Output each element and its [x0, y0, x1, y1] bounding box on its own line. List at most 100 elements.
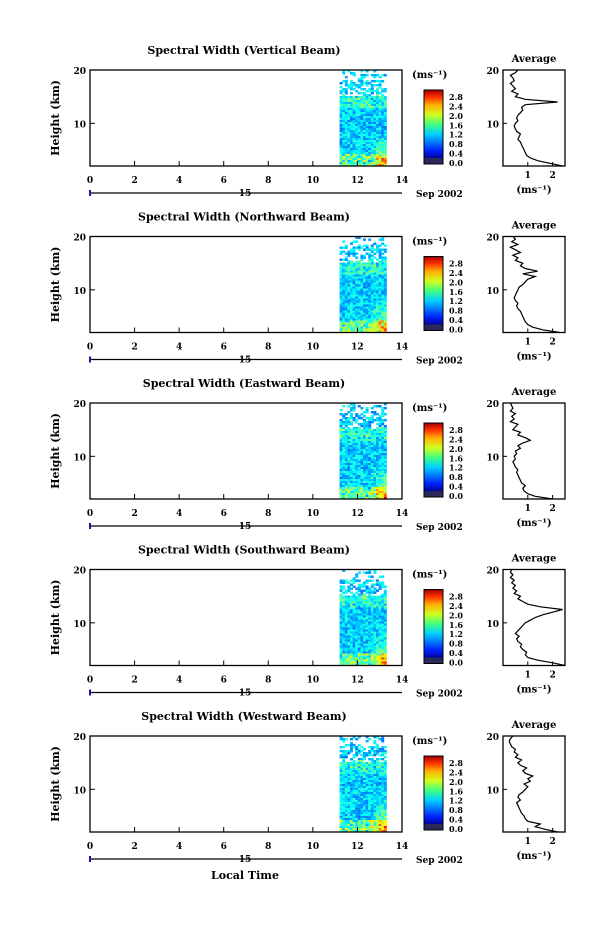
heatmap-cell [339, 102, 343, 105]
heatmap-cell [350, 272, 353, 275]
heatmap-cell [342, 250, 346, 253]
heatmap-cell [368, 738, 372, 741]
heatmap-cell [383, 130, 387, 133]
heatmap-cell [357, 120, 361, 123]
heatmap-cell [363, 156, 366, 159]
heatmap-cell [368, 790, 372, 793]
heatmap-cell [350, 322, 353, 325]
heatmap-cell [342, 294, 346, 297]
heatmap-cell [352, 481, 356, 484]
heatmap-cell [370, 264, 374, 267]
heatmap-cell [368, 485, 372, 488]
heatmap-cell [339, 585, 343, 588]
heatmap-cell [376, 463, 379, 466]
heatmap-cell [352, 324, 356, 327]
heatmap-cell [347, 138, 351, 141]
heatmap-cell [363, 475, 366, 478]
heatmap-cell [376, 661, 379, 664]
heatmap-cell [378, 639, 382, 642]
heatmap-cell [381, 461, 385, 464]
heatmap-cell [365, 740, 369, 743]
heatmap-cell [352, 633, 356, 636]
heatmap-cell [368, 629, 372, 632]
colorbar-frame [423, 589, 444, 664]
heatmap-cell [352, 322, 356, 325]
heatmap-cell [347, 142, 351, 145]
heatmap-cell [355, 601, 359, 604]
heatmap-cell [347, 477, 351, 480]
heatmap-cell [376, 322, 379, 325]
heatmap-cell [381, 419, 385, 422]
y-tick-label: 10 [73, 287, 86, 297]
heatmap-cell [339, 463, 343, 466]
heatmap-cell [357, 417, 361, 420]
heatmap-cell [357, 415, 361, 418]
heatmap-cell [363, 441, 366, 444]
heatmap-cell [373, 242, 377, 245]
heatmap-cell [370, 326, 374, 329]
heatmap-cell [365, 808, 369, 811]
heatmap-cell [373, 298, 377, 301]
heatmap-cell [350, 758, 353, 761]
heatmap-cell [344, 471, 348, 474]
heatmap-cell [352, 489, 356, 492]
heatmap-cell [360, 74, 364, 77]
heatmap-cell [383, 812, 387, 815]
heatmap-cell [383, 136, 387, 139]
heatmap-cell [350, 617, 353, 620]
heatmap-cell [347, 792, 351, 795]
heatmap-cell [373, 808, 377, 811]
x-tick-label: 8 [265, 509, 271, 519]
heatmap-cell [381, 449, 385, 452]
heatmap-cell [363, 483, 366, 486]
heatmap-cell [360, 453, 364, 456]
heatmap-cell [378, 653, 382, 656]
heatmap-cell [378, 300, 382, 303]
heatmap-cell [355, 276, 359, 279]
heatmap-cell [370, 579, 374, 582]
heatmap-cell [383, 796, 387, 799]
heatmap-cell [370, 136, 374, 139]
heatmap-cell [339, 445, 343, 448]
heatmap-cell [355, 647, 359, 650]
heatmap-cell [365, 752, 369, 755]
heatmap-cell [357, 118, 361, 121]
heatmap-cell [365, 423, 369, 426]
heatmap-cell [378, 748, 382, 751]
heatmap-cell [339, 136, 343, 139]
heatmap-cell [370, 162, 374, 165]
heatmap-cell [350, 148, 353, 151]
heatmap-cell [347, 150, 351, 153]
heatmap-cell [383, 314, 387, 317]
x-tick-label: 14 [396, 176, 409, 186]
heatmap-cell [344, 603, 348, 606]
heatmap-cell [342, 405, 346, 408]
heatmap-cell [339, 631, 343, 634]
heatmap-cell [373, 619, 377, 622]
heatmap-cell [339, 479, 343, 482]
heatmap-cell [347, 780, 351, 783]
heatmap-cell [363, 306, 366, 309]
heatmap-cell [381, 298, 385, 301]
heatmap-cell [368, 593, 372, 596]
heatmap-cell [344, 776, 348, 779]
heatmap-cell [373, 772, 377, 775]
heatmap-cell [363, 493, 366, 496]
heatmap-cell [357, 314, 361, 317]
heatmap-cell [339, 788, 343, 791]
heatmap-cell [363, 806, 366, 809]
heatmap-cell [363, 776, 366, 779]
colorbar-tick-label: 1.6 [449, 287, 463, 297]
heatmap-cell [342, 300, 346, 303]
heatmap-cell [378, 290, 382, 293]
heatmap-cell [360, 246, 364, 249]
average-y-tick-label: 10 [486, 287, 499, 297]
colorbar-frame [423, 89, 444, 165]
heatmap-cell [342, 447, 346, 450]
heatmap-cell [381, 633, 385, 636]
x-tick-label: 14 [396, 509, 409, 519]
heatmap-cell [347, 663, 351, 666]
heatmap-cell [357, 326, 361, 329]
heatmap-cell [365, 816, 369, 819]
heatmap-cell [376, 804, 379, 807]
